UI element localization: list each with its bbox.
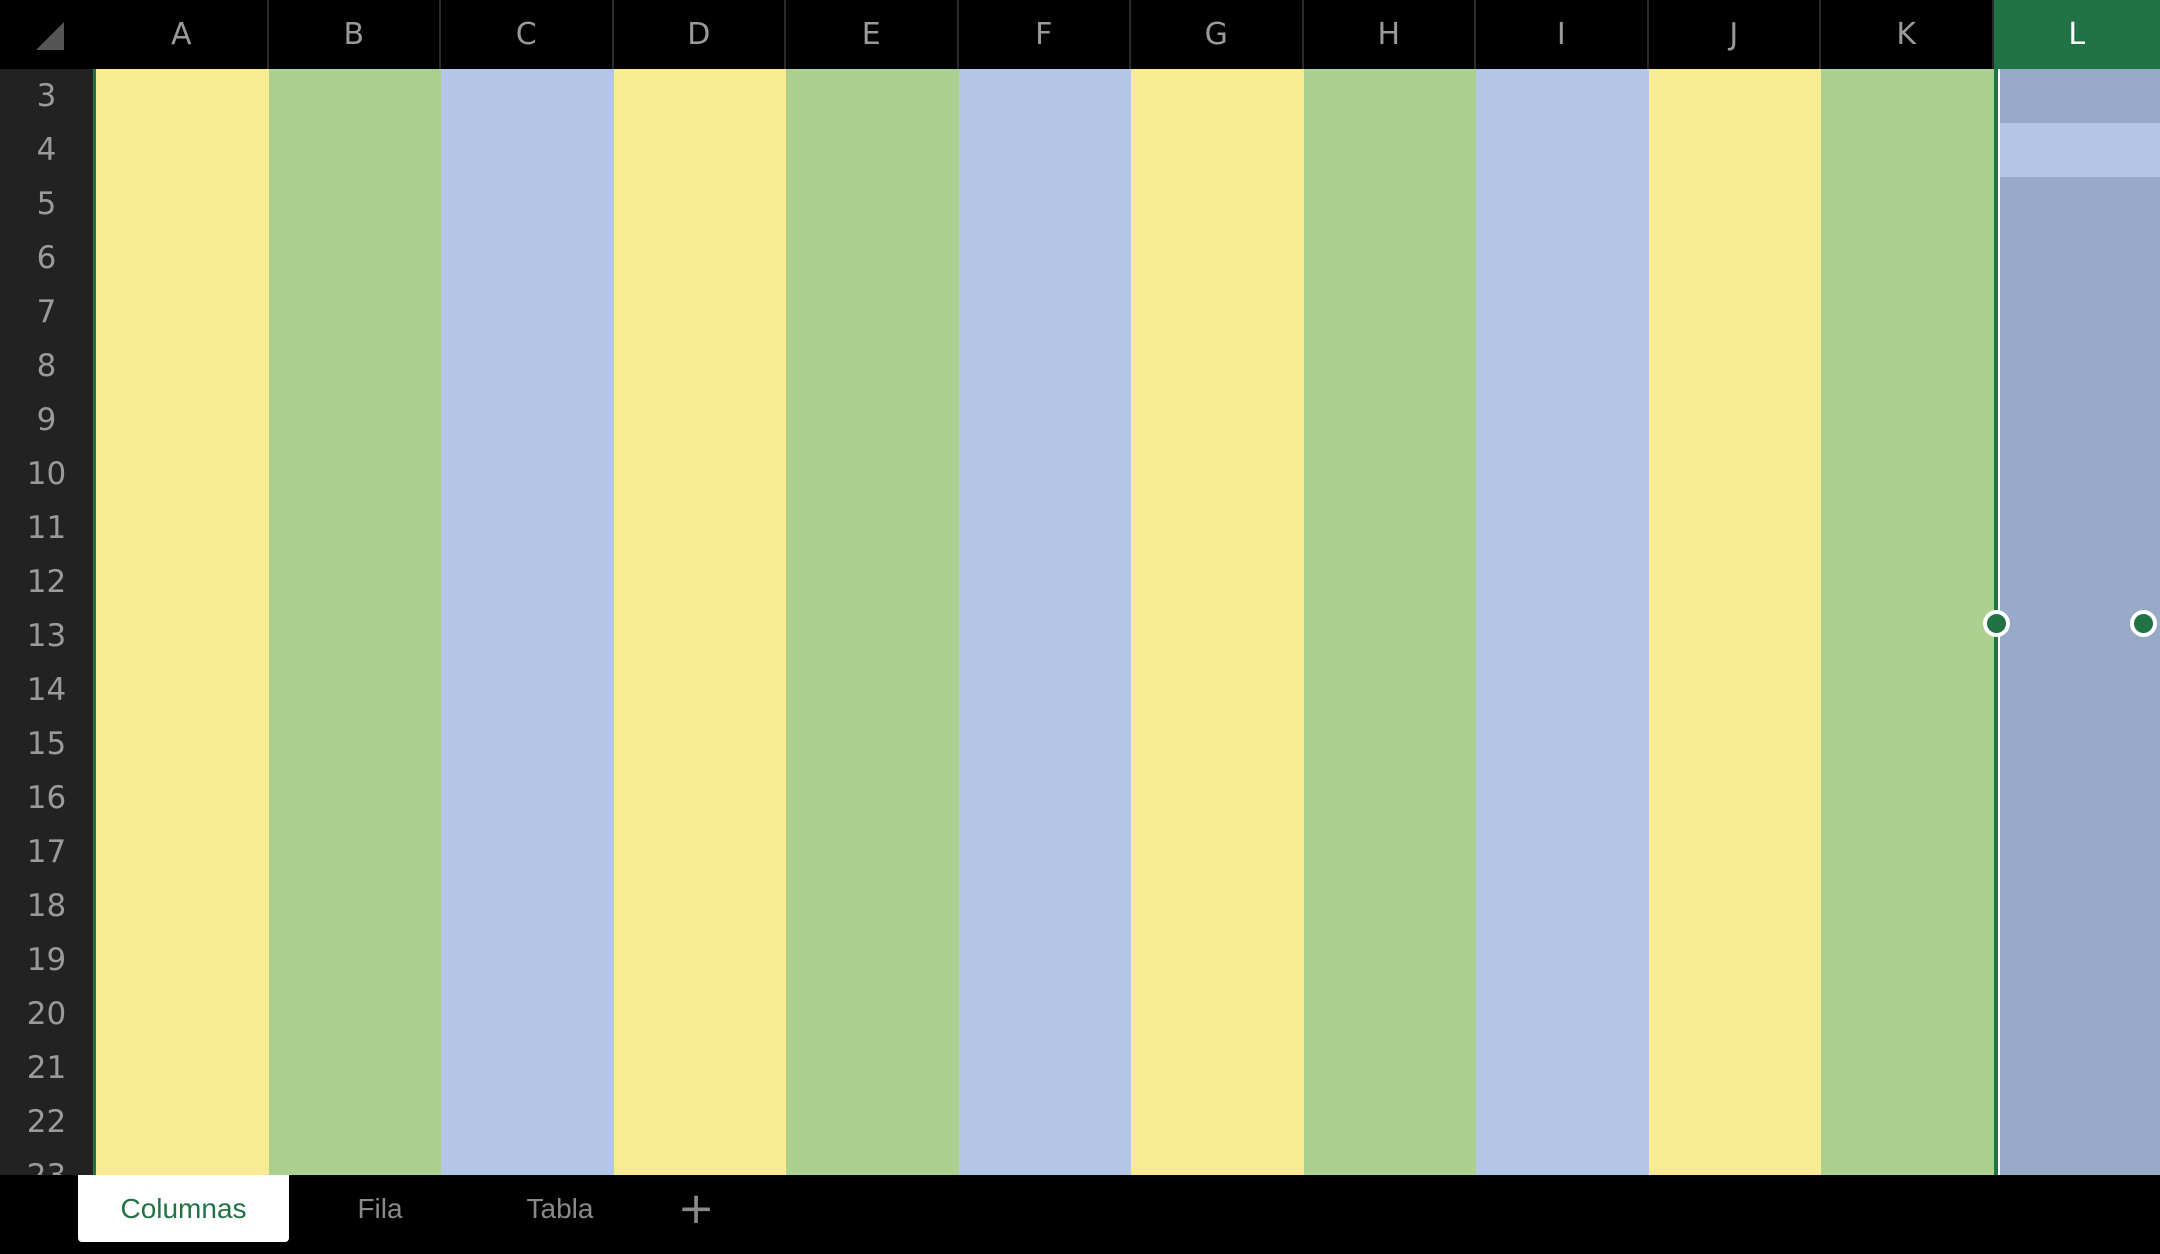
row-header-9[interactable]: 9 [36, 402, 57, 438]
selection-resize-handle-right[interactable] [2130, 610, 2157, 637]
sheet-tab-columnas[interactable]: Columnas [78, 1175, 289, 1242]
row-header-12[interactable]: 12 [26, 564, 67, 600]
column-b-cells[interactable] [268, 69, 441, 1175]
column-header-d[interactable]: D [614, 0, 786, 69]
row-header-17[interactable]: 17 [26, 834, 67, 870]
column-header-a[interactable]: A [96, 0, 269, 69]
select-all-triangle-icon [36, 22, 64, 50]
column-g-cells[interactable] [1131, 69, 1304, 1175]
selection-resize-handle[interactable] [1983, 610, 2010, 637]
column-header-c[interactable]: C [441, 0, 614, 69]
row-header-19[interactable]: 19 [26, 942, 67, 978]
row-header-4[interactable]: 4 [36, 132, 57, 168]
row-header-8[interactable]: 8 [36, 348, 57, 384]
row-header-3[interactable]: 3 [36, 78, 57, 114]
column-header-b[interactable]: B [269, 0, 441, 69]
sheet-tab-fila[interactable]: Fila [357, 1192, 403, 1224]
column-header-e[interactable]: E [786, 0, 959, 69]
cell-grid[interactable] [96, 69, 2160, 1175]
row-header-6[interactable]: 6 [36, 240, 57, 276]
column-h-cells[interactable] [1303, 69, 1476, 1175]
column-header-g[interactable]: G [1131, 0, 1304, 69]
row-header-18[interactable]: 18 [26, 888, 67, 924]
add-sheet-button[interactable]: + [676, 1182, 716, 1234]
sheet-tab-tabla[interactable]: Tabla [526, 1192, 594, 1224]
row-header-7[interactable]: 7 [36, 294, 57, 330]
column-d-cells[interactable] [613, 69, 786, 1175]
row-header-10[interactable]: 10 [26, 456, 67, 492]
column-header-f[interactable]: F [959, 0, 1131, 69]
row-header-15[interactable]: 15 [26, 726, 67, 762]
row-header-5[interactable]: 5 [36, 186, 57, 222]
row-header-11[interactable]: 11 [26, 510, 67, 546]
column-j-cells[interactable] [1648, 69, 1821, 1175]
column-header-l[interactable]: L [1993, 0, 2160, 69]
column-e-cells[interactable] [786, 69, 959, 1175]
row-header-22[interactable]: 22 [26, 1104, 67, 1140]
row-header-20[interactable]: 20 [26, 996, 67, 1032]
column-header-j[interactable]: J [1649, 0, 1821, 69]
column-k-cells[interactable] [1821, 69, 1994, 1175]
select-all-button[interactable] [0, 0, 96, 69]
column-header-h[interactable]: H [1304, 0, 1476, 69]
column-f-cells[interactable] [958, 69, 1131, 1175]
row-headers: 3 4 5 6 7 8 9 10 11 12 13 14 15 16 17 18 19 20 21 22 23 [0, 69, 96, 1175]
row-header-23[interactable]: 23 [0, 1149, 93, 1175]
sheet-tab-bar: Columnas Fila Tabla + [0, 1175, 2160, 1254]
column-c-cells[interactable] [441, 69, 614, 1175]
column-i-cells[interactable] [1476, 69, 1649, 1175]
row-header-14[interactable]: 14 [26, 672, 67, 708]
column-a-cells[interactable] [96, 69, 269, 1175]
plus-icon: + [677, 1182, 715, 1234]
row-header-16[interactable]: 16 [26, 780, 67, 816]
row-header-21[interactable]: 21 [26, 1050, 67, 1086]
active-cell[interactable] [1999, 123, 2160, 177]
column-header-k[interactable]: K [1821, 0, 1994, 69]
column-header-i[interactable]: I [1476, 0, 1649, 69]
row-header-13[interactable]: 13 [26, 618, 67, 654]
